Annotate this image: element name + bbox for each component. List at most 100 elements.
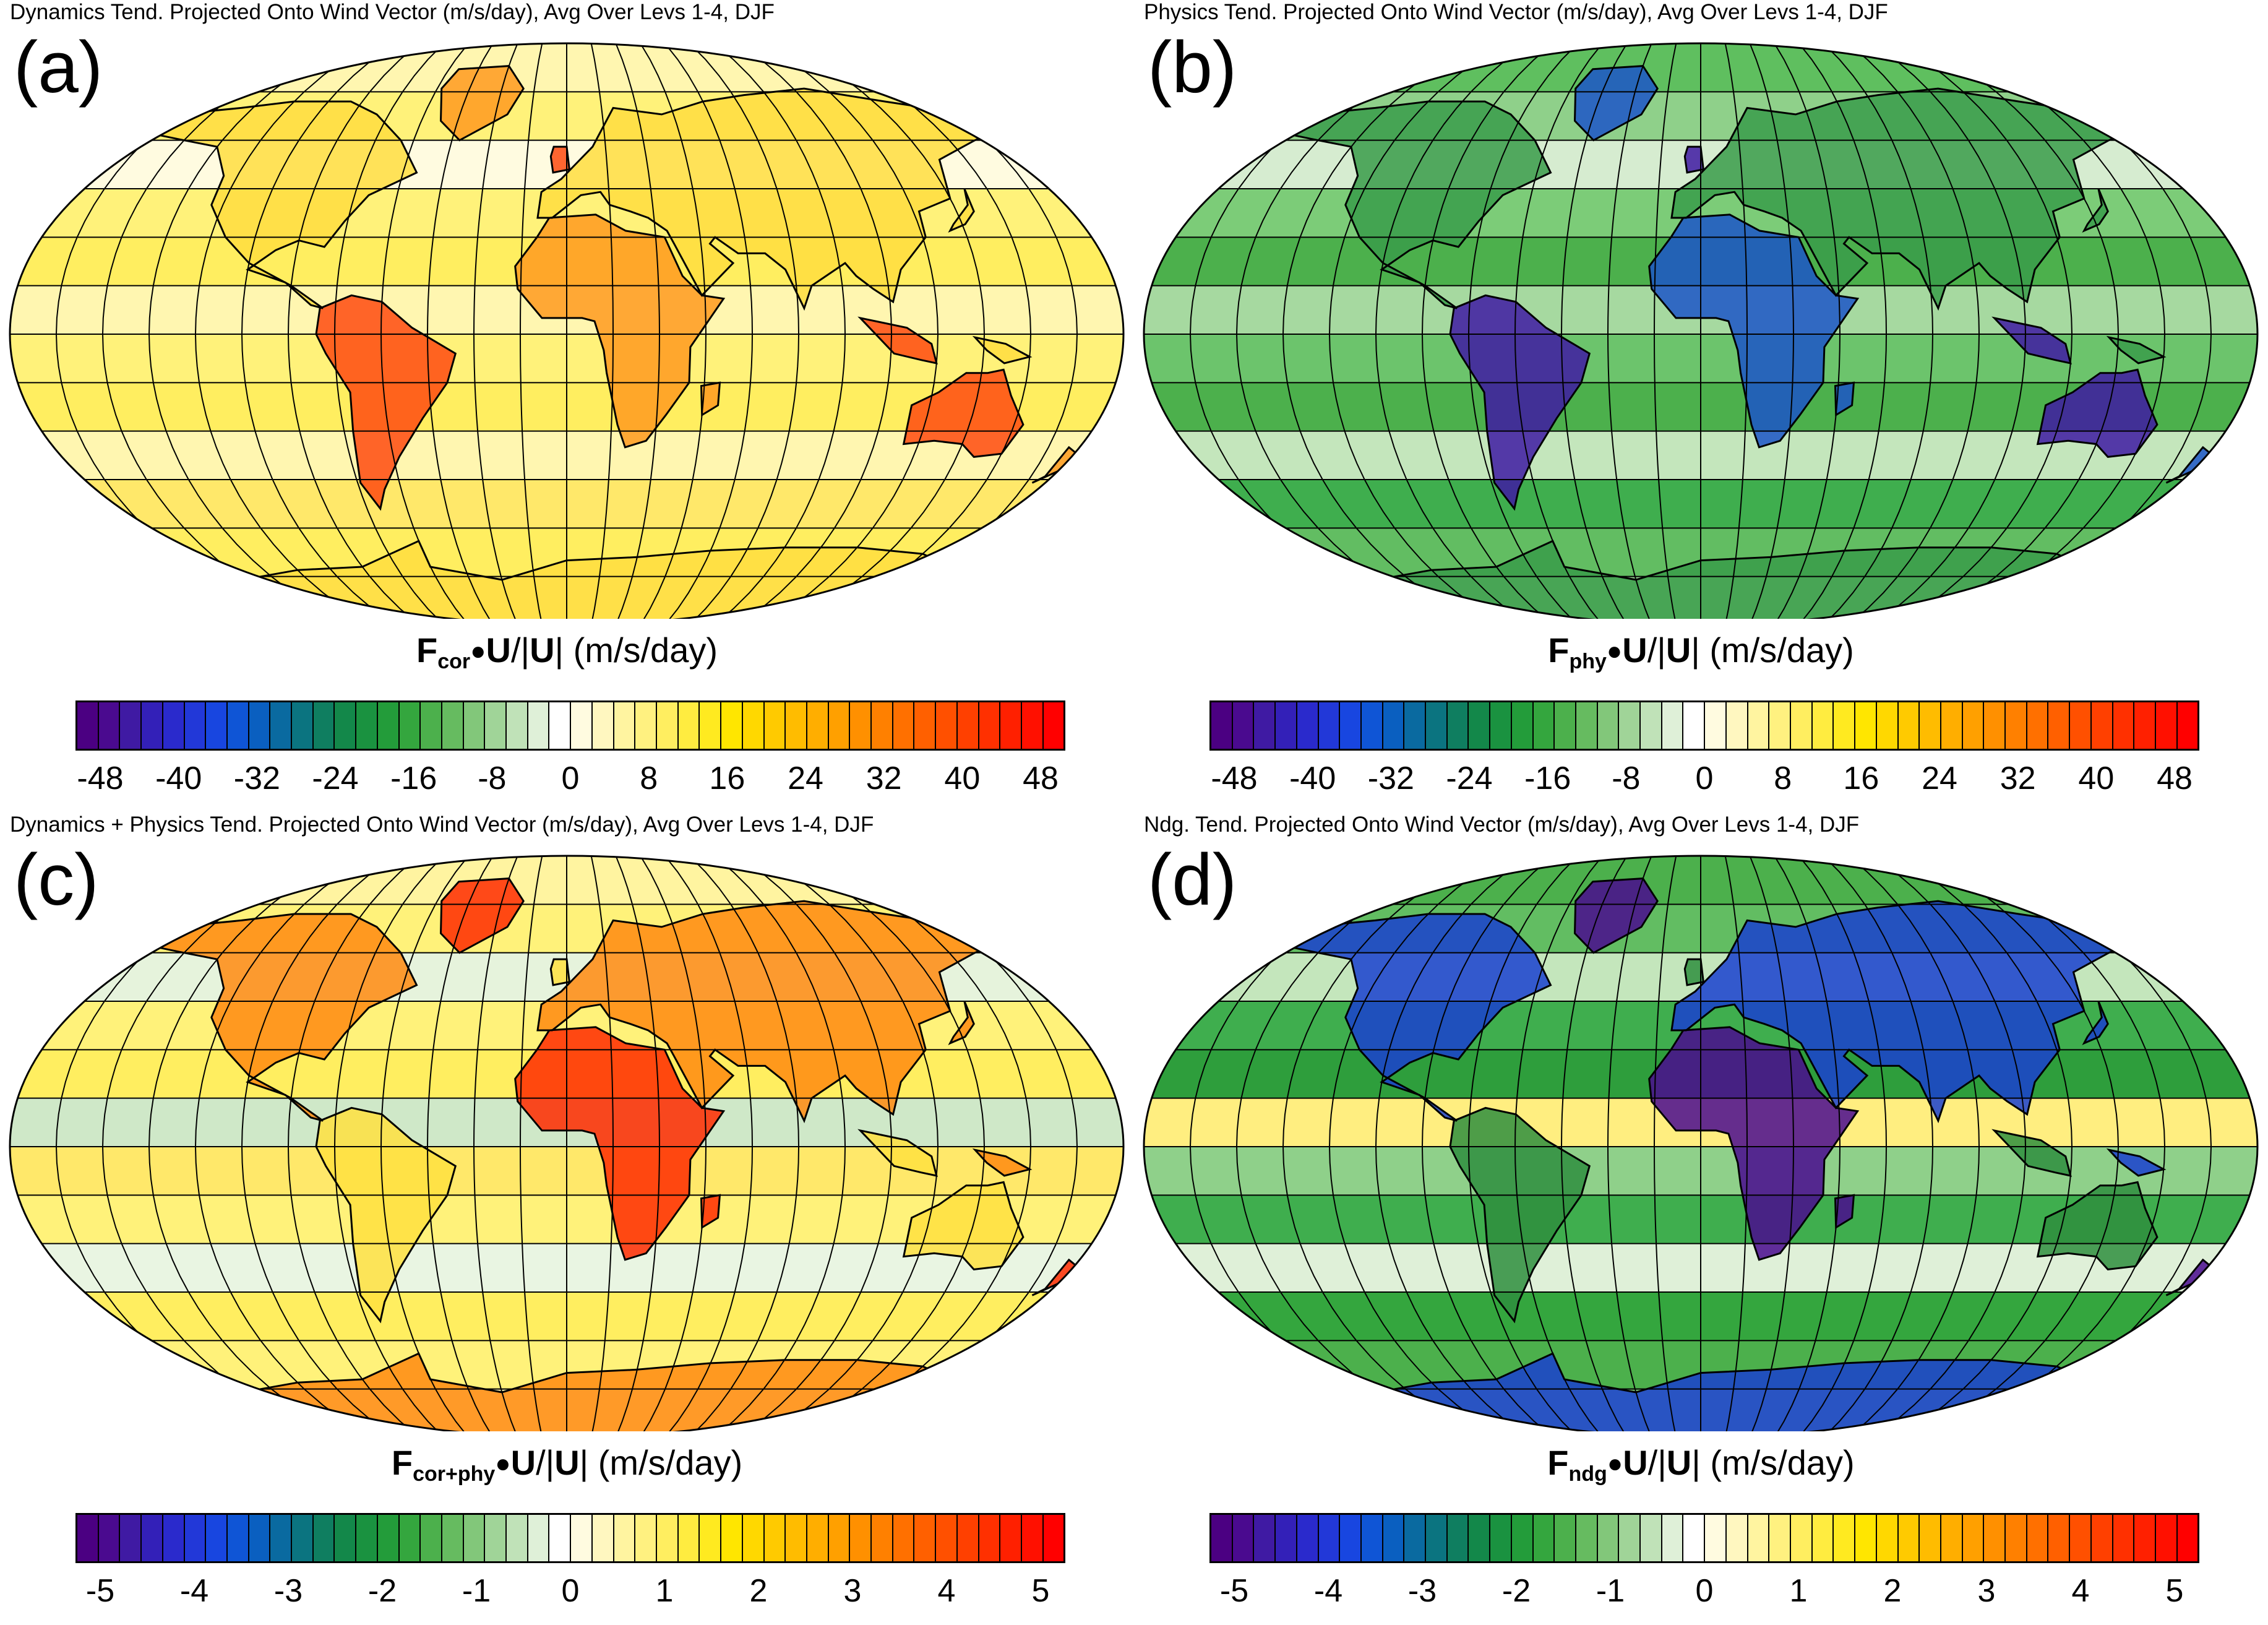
colorbar-cell	[1855, 1515, 1877, 1561]
colorbar-cell	[249, 1515, 271, 1561]
meridian	[1896, 43, 2073, 619]
colorbar-cell	[592, 702, 614, 749]
colorbar-cell	[1383, 702, 1405, 749]
colorbar-cell	[2134, 1515, 2156, 1561]
colorbar-cell	[2006, 702, 2027, 749]
coast-newguinea	[2106, 335, 2167, 364]
panel-d: Ndg. Tend. Projected Onto Wind Vector (m…	[1134, 812, 2268, 1625]
colorbar-tick-label: 2	[749, 1573, 768, 1609]
cbar-units: (m/s/day)	[1710, 1443, 1855, 1482]
meridian	[615, 43, 661, 619]
colorbar-cell	[399, 702, 421, 749]
land-uk	[551, 147, 570, 173]
colorbar-cell	[635, 1515, 657, 1561]
land-nz	[2166, 1259, 2215, 1296]
colorbar-cell	[1043, 1515, 1064, 1561]
meridian	[713, 43, 846, 619]
dot-icon: ●	[1607, 1449, 1623, 1478]
colorbar-tick-label: -3	[1407, 1573, 1437, 1609]
colorbar-tick-label: -4	[179, 1573, 209, 1609]
colorbar-cell	[356, 1515, 378, 1561]
colorbar-cell	[77, 1515, 99, 1561]
colorbar-cell	[721, 1515, 743, 1561]
colorbar-cell	[1511, 1515, 1534, 1561]
colorbar-cell	[1555, 702, 1576, 749]
colorbar-cell	[292, 702, 314, 749]
coast-eurasia	[1670, 87, 2142, 311]
colorbar-cell	[1898, 1515, 1920, 1561]
colorbar-cell	[1683, 1515, 1706, 1561]
colorbar-cell	[1469, 702, 1491, 749]
meridian	[473, 856, 518, 1431]
colorbar-cell	[1597, 1515, 1620, 1561]
colorbar-title: Fcor●U/|U| (m/s/day)	[0, 630, 1134, 674]
land-uk	[1685, 147, 1704, 173]
cbar-units: (m/s/day)	[573, 631, 718, 670]
colorbar-cell	[914, 1515, 937, 1561]
colorbar-cell	[292, 1515, 314, 1561]
colorbar-tick-label: -8	[478, 761, 507, 796]
colorbar-tick-label: 8	[1774, 761, 1792, 796]
cbar-U: U	[1622, 631, 1647, 670]
meridian	[1896, 856, 2073, 1431]
coast-madagascar	[700, 381, 721, 417]
coast-newguinea	[972, 1148, 1033, 1177]
coast-uk	[549, 145, 571, 174]
cbar-end: |	[579, 1443, 589, 1482]
map-d	[1143, 855, 2259, 1431]
colorbar-cell	[850, 702, 872, 749]
colorbar-cell	[163, 1515, 185, 1561]
colorbar-tick-label: 2	[1883, 1573, 1902, 1609]
meridian	[1749, 43, 1795, 619]
colorbar-cell	[1232, 702, 1255, 749]
coast-eurasia	[1670, 900, 2142, 1124]
colorbar-cell	[356, 702, 378, 749]
colorbar-tick-label: -2	[1501, 1573, 1531, 1609]
colorbar-cell	[614, 702, 636, 749]
colorbar-cell	[1834, 1515, 1856, 1561]
meridian	[241, 43, 395, 619]
colorbar-cell	[1597, 702, 1620, 749]
colorbar-tick-label: -5	[85, 1573, 115, 1609]
colorbar-tick-label: 24	[788, 761, 823, 796]
meridian	[1421, 856, 1554, 1431]
colorbar-cell	[98, 1515, 121, 1561]
colorbar-cell	[1361, 1515, 1383, 1561]
colorbar-cell	[2027, 702, 2049, 749]
cbar-end: |	[1691, 631, 1700, 670]
colorbar-tick-label: 5	[1031, 1573, 1050, 1609]
meridian	[1724, 856, 1748, 1431]
land-australia	[2037, 369, 2157, 457]
panel-letter: (a)	[14, 27, 103, 108]
cbar-sub: ndg	[1568, 1462, 1607, 1486]
coast-uk	[549, 958, 571, 986]
dot-icon: ●	[495, 1449, 511, 1478]
colorbar-tick-label: 0	[1695, 761, 1714, 796]
meridian	[1514, 43, 1604, 619]
meridian	[1282, 856, 1480, 1431]
colorbar-cell	[571, 702, 593, 749]
dot-icon: ●	[470, 636, 486, 665]
coastlines	[150, 65, 1083, 619]
land-nz	[1032, 447, 1081, 483]
colorbar-cell	[377, 702, 400, 749]
meridian	[1872, 856, 2027, 1431]
colorbar-cell	[1426, 1515, 1448, 1561]
panel-title: Ndg. Tend. Projected Onto Wind Vector (m…	[1144, 812, 1860, 837]
colorbar-cell	[1254, 702, 1276, 749]
land-eurasia	[1672, 901, 2140, 1121]
colorbar-cell	[700, 702, 722, 749]
colorbar-cell	[1898, 702, 1920, 749]
panel-c: Dynamics + Physics Tend. Projected Onto …	[0, 812, 1134, 1625]
colorbar-cell	[1211, 702, 1233, 749]
colorbar-tick-label: 24	[1922, 761, 1957, 796]
colorbar	[1209, 700, 2199, 751]
colorbar-cell	[227, 702, 249, 749]
colorbar-cell	[1726, 702, 1748, 749]
cbar-slash: /|	[1647, 631, 1666, 670]
map-c	[9, 855, 1125, 1431]
land-uk	[551, 959, 570, 985]
colorbar-cell	[1490, 1515, 1512, 1561]
cbar-sub: phy	[1569, 650, 1607, 673]
colorbar-cell	[270, 702, 293, 749]
